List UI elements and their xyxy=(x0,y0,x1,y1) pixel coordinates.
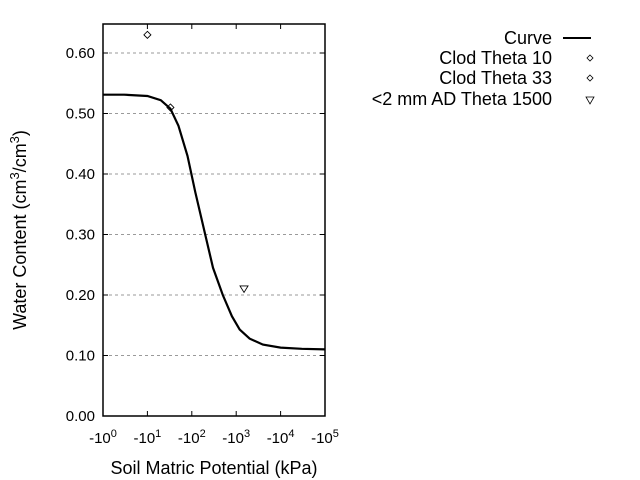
x-tick-label: -101 xyxy=(133,428,161,447)
data-points xyxy=(143,30,249,294)
legend: Curve Clod Theta 10 Clod Theta 33 <2 mm … xyxy=(372,28,595,109)
y-axis-title: Water Content (cm3/cm3) xyxy=(7,130,31,330)
y-tick-label: 0.60 xyxy=(66,45,95,62)
y-gridlines xyxy=(103,52,325,356)
y-tick-label: 0.40 xyxy=(66,166,95,183)
y-tick-label: 0.10 xyxy=(66,348,95,365)
legend-label-clod-33: Clod Theta 33 xyxy=(439,68,552,88)
diamond-marker-icon xyxy=(143,30,152,39)
curve-line xyxy=(103,93,326,351)
y-tick-label: 0.00 xyxy=(66,408,95,425)
y-tick-label: 0.30 xyxy=(66,227,95,244)
triangle-down-marker-icon xyxy=(239,285,249,294)
x-tick-label: -104 xyxy=(267,428,295,447)
x-axis-title: Soil Matric Potential (kPa) xyxy=(110,458,317,478)
x-tick-label: -102 xyxy=(178,428,206,447)
x-axis: -100 -101 -102 -103 -104 -105 xyxy=(89,24,339,447)
legend-triangle-down-icon xyxy=(585,96,595,105)
x-tick-label: -100 xyxy=(89,428,117,447)
legend-label-clod-10: Clod Theta 10 xyxy=(439,48,552,68)
legend-label-ad-1500: <2 mm AD Theta 1500 xyxy=(372,89,552,109)
y-tick-label: 0.20 xyxy=(66,287,95,304)
legend-diamond-icon xyxy=(586,74,594,82)
plot-frame xyxy=(102,23,326,417)
y-tick-label: 0.50 xyxy=(66,106,95,123)
x-tick-label: -105 xyxy=(311,428,339,447)
y-axis: 0.00 0.10 0.20 0.30 0.40 0.50 0.60 xyxy=(66,45,325,425)
legend-label-curve: Curve xyxy=(504,28,552,48)
diamond-marker-icon xyxy=(166,103,175,112)
x-tick-label: -103 xyxy=(222,428,250,447)
legend-diamond-icon xyxy=(586,54,594,62)
